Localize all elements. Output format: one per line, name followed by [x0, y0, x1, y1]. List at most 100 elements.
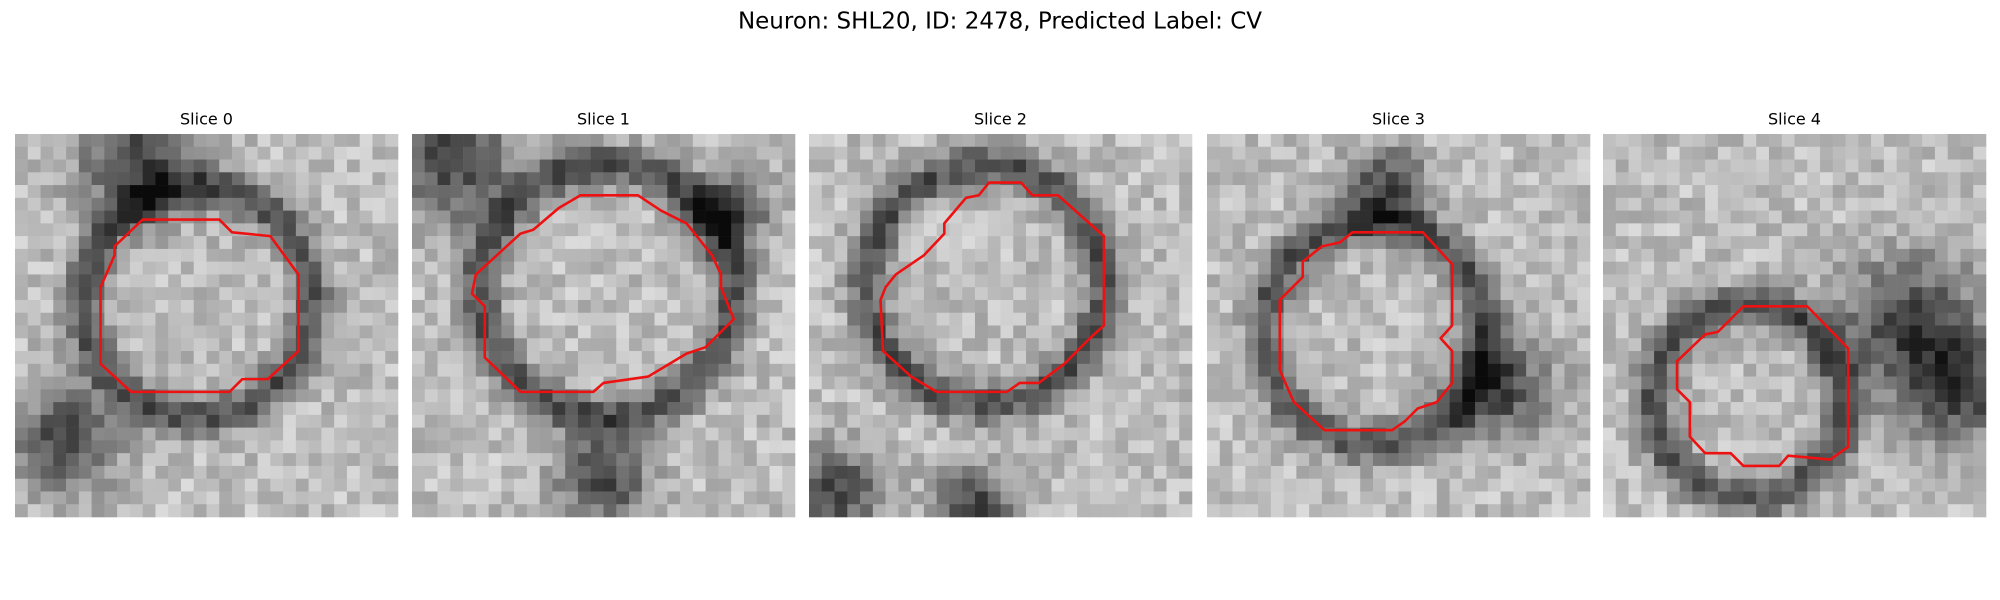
pixel [1038, 210, 1052, 224]
pixel [1115, 465, 1129, 479]
pixel [936, 478, 950, 492]
pixel [372, 312, 386, 326]
pixel [526, 504, 540, 518]
pixel [1051, 504, 1065, 518]
pixel [974, 414, 989, 428]
pixel [1934, 351, 1948, 365]
pixel [756, 248, 770, 262]
pixel [1603, 287, 1617, 301]
pixel [1089, 414, 1103, 428]
pixel [78, 376, 92, 390]
pixel [1934, 236, 1948, 250]
pixel [424, 172, 438, 186]
pixel [1551, 376, 1565, 390]
pixel [809, 185, 823, 199]
pixel [475, 453, 489, 467]
pixel [539, 274, 553, 288]
pixel [359, 248, 373, 262]
pixel [692, 248, 706, 262]
pixel [1487, 414, 1501, 428]
pixel [488, 146, 502, 160]
pixel [1705, 414, 1719, 428]
pixel [1666, 197, 1680, 211]
pixel [705, 299, 719, 314]
pixel [936, 248, 950, 262]
pixel [1296, 146, 1310, 160]
pixel [782, 159, 796, 173]
pixel [1296, 312, 1310, 326]
pixel [1666, 453, 1680, 467]
pixel [1896, 274, 1910, 288]
pixel [1858, 363, 1872, 377]
pixel [129, 363, 143, 377]
pixel [295, 134, 309, 148]
pixel [488, 134, 502, 148]
pixel [1871, 440, 1885, 454]
pixel [1258, 172, 1272, 186]
pixel [1436, 453, 1450, 467]
pixel [424, 351, 438, 365]
pixel [424, 427, 438, 441]
pixel [1807, 274, 1821, 288]
pixel [1321, 453, 1335, 467]
pixel [91, 414, 105, 428]
pixel [1564, 402, 1578, 416]
pixel [1424, 185, 1438, 199]
pixel [1820, 248, 1834, 262]
pixel [1449, 197, 1463, 211]
pixel [1832, 185, 1846, 199]
pixel [475, 491, 489, 505]
pixel [40, 223, 54, 237]
pixel [257, 453, 271, 467]
pixel [372, 465, 386, 479]
pixel [1102, 210, 1116, 224]
pixel [1102, 134, 1116, 148]
pixel [129, 248, 143, 262]
pixel [1026, 465, 1040, 479]
pixel [219, 210, 233, 224]
pixel [1564, 363, 1578, 377]
pixel [1398, 351, 1412, 365]
pixel [66, 363, 80, 377]
pixel [193, 261, 207, 275]
pixel [860, 236, 874, 250]
pixel [782, 363, 796, 377]
pixel [1411, 159, 1425, 173]
pixel [1577, 440, 1591, 454]
pixel [1038, 146, 1052, 160]
pixel [1768, 351, 1783, 365]
pixel [936, 453, 950, 467]
pixel [1321, 504, 1335, 518]
pixel [1270, 210, 1284, 224]
pixel [475, 389, 489, 403]
pixel [1449, 427, 1463, 441]
pixel [1179, 299, 1193, 314]
pixel [756, 210, 770, 224]
pixel [1641, 261, 1655, 275]
pixel [385, 453, 399, 467]
pixel [923, 172, 937, 186]
pixel [769, 414, 783, 428]
pixel [1692, 197, 1706, 211]
pixel [1538, 236, 1552, 250]
pixel [1947, 312, 1961, 326]
pixel [1807, 351, 1821, 365]
pixel [475, 363, 489, 377]
pixel [91, 376, 105, 390]
pixel [168, 299, 182, 314]
pixel [1232, 376, 1246, 390]
pixel [27, 236, 41, 250]
pixel [1781, 261, 1795, 275]
pixel [667, 465, 681, 479]
pixel [1166, 402, 1180, 416]
pixel [475, 325, 489, 339]
pixel [1947, 465, 1961, 479]
pixel [539, 185, 553, 199]
pixel [821, 134, 835, 148]
pixel [1064, 274, 1078, 288]
pixel [257, 504, 271, 518]
pixel [821, 453, 835, 467]
pixel [488, 351, 502, 365]
pixel [1207, 159, 1221, 173]
pixel [616, 172, 630, 186]
